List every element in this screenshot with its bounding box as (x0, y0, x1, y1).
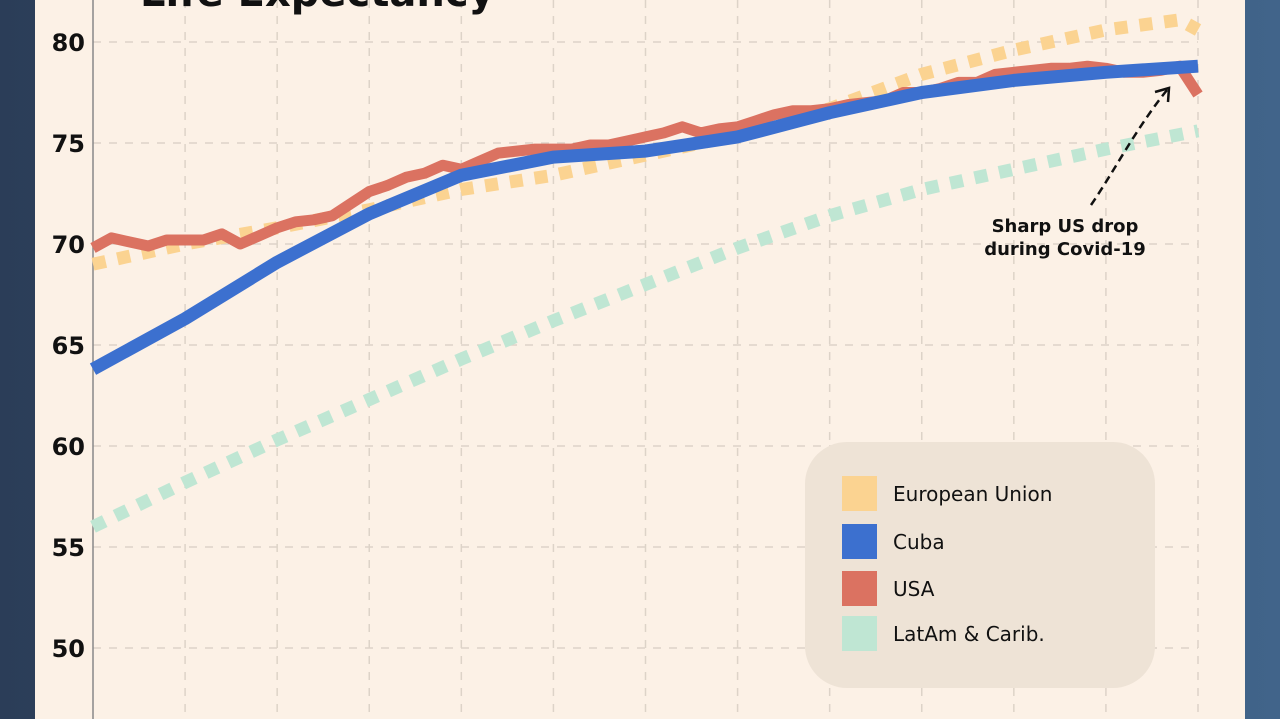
legend-item-eu: European Union (842, 476, 1052, 511)
chart-panel: 50 55 60 65 70 75 80 Life Expectancy Sharp US … (35, 0, 1245, 719)
y-tick-label: 80 (52, 29, 85, 57)
series-line-usa (90, 60, 1203, 253)
annotation-arrow (1089, 89, 1168, 206)
annotation-line-1: Sharp US drop (991, 216, 1139, 237)
series-line-cuba (89, 59, 1199, 375)
y-axis-ticks: 50 55 60 65 70 75 80 (52, 29, 85, 663)
annotation-line-2: during Covid-19 (984, 239, 1146, 260)
legend-swatch (842, 616, 877, 651)
legend-label: European Union (893, 481, 1053, 506)
legend-swatch (842, 571, 877, 606)
legend-label: Cuba (893, 529, 945, 554)
y-tick-label: 50 (52, 635, 85, 663)
chart-title: Life Expectancy (140, 0, 495, 16)
legend-label: USA (893, 576, 935, 601)
legend-label: LatAm & Carib. (893, 621, 1045, 646)
arrow-head-icon (1154, 86, 1171, 103)
legend-item-usa: USA (842, 571, 934, 606)
legend-item-latam: LatAm & Carib. (842, 616, 1045, 651)
y-tick-label: 65 (52, 332, 85, 360)
series-lines (89, 13, 1203, 533)
series-line-latam-carib- (90, 124, 1200, 533)
legend: European Union Cuba USA LatAm & Carib. (805, 442, 1155, 688)
y-tick-label: 55 (52, 534, 85, 562)
y-tick-label: 75 (52, 130, 85, 158)
legend-item-cuba: Cuba (842, 524, 945, 559)
annotation-text: Sharp US drop during Covid-19 (975, 215, 1155, 261)
y-tick-label: 60 (52, 433, 85, 461)
legend-swatch (842, 476, 877, 511)
line-chart: 50 55 60 65 70 75 80 (52, 0, 1203, 719)
y-tick-label: 70 (52, 231, 85, 259)
legend-swatch (842, 524, 877, 559)
